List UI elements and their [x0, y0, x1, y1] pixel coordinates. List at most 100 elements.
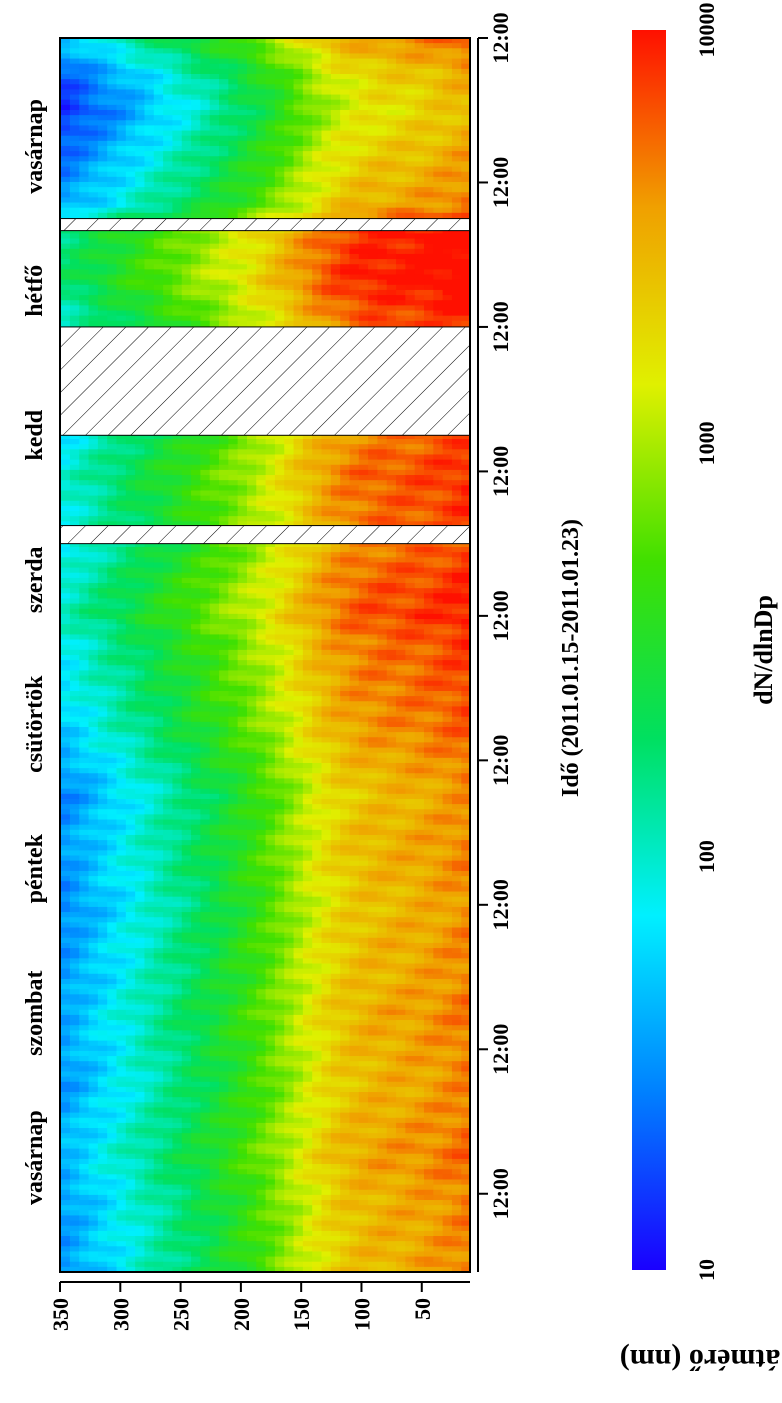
heat-cell — [358, 706, 369, 713]
heat-cell — [162, 145, 173, 152]
heat-cell — [283, 284, 294, 291]
heat-cell — [432, 593, 443, 600]
heat-cell — [386, 696, 397, 702]
heat-cell — [348, 547, 359, 553]
heat-cell — [125, 140, 136, 147]
heat-cell — [199, 511, 210, 517]
heat-cell — [218, 79, 229, 85]
heat-cell — [302, 613, 313, 620]
heat-cell — [292, 541, 303, 548]
heat-cell — [125, 567, 136, 574]
heat-cell — [265, 181, 275, 188]
heat-cell — [218, 732, 229, 738]
heat-cell — [460, 145, 471, 152]
heat-cell — [283, 454, 294, 461]
heat-cell — [292, 84, 303, 91]
heat-cell — [199, 187, 210, 193]
heat-cell — [106, 259, 117, 265]
heat-cell — [283, 505, 294, 512]
heat-cell — [227, 726, 238, 733]
heat-cell — [60, 94, 70, 101]
heat-cell — [255, 145, 266, 152]
heat-cell — [199, 444, 210, 450]
heat-cell — [125, 721, 136, 728]
heat-cell — [283, 726, 294, 733]
heat-cell — [423, 444, 434, 450]
heat-cell — [283, 541, 294, 548]
heat-cell — [311, 629, 322, 636]
heat-cell — [125, 624, 136, 630]
heat-cell — [311, 269, 322, 276]
heat-cell — [451, 619, 462, 625]
heat-cell — [283, 690, 294, 697]
heat-cell — [171, 619, 182, 625]
heat-cell — [153, 58, 164, 65]
heat-cell — [442, 192, 452, 198]
heat-cell — [460, 449, 471, 456]
heat-cell — [395, 696, 406, 702]
heat-cell — [97, 68, 108, 75]
heat-cell — [162, 665, 173, 672]
heat-cell — [237, 505, 247, 512]
heat-cell — [404, 665, 415, 672]
heat-cell — [404, 99, 415, 106]
heat-cell — [348, 706, 359, 713]
heat-cell — [320, 742, 331, 749]
heat-cell — [255, 176, 266, 183]
heat-cell — [320, 464, 331, 471]
heat-cell — [162, 274, 173, 281]
heat-cell — [125, 619, 136, 625]
heat-cell — [414, 63, 425, 70]
heat-cell — [330, 125, 341, 132]
heat-cell — [134, 500, 145, 507]
heat-cell — [386, 187, 397, 193]
heat-cell — [376, 89, 387, 96]
heat-cell — [339, 315, 350, 322]
heat-cell — [367, 300, 378, 306]
heat-cell — [423, 53, 434, 60]
heat-cell — [432, 557, 443, 564]
heat-cell — [330, 665, 341, 672]
heat-cell — [302, 696, 313, 702]
heat-cell — [78, 115, 89, 121]
heat-cell — [274, 675, 285, 682]
heat-cell — [395, 629, 406, 636]
heat-cell — [227, 238, 238, 245]
heat-cell — [87, 639, 98, 646]
heat-cell — [153, 547, 164, 553]
heat-cell — [395, 572, 406, 579]
heat-cell — [274, 629, 285, 636]
heat-cell — [134, 552, 145, 558]
heat-cell — [87, 547, 98, 553]
heat-cell — [414, 269, 425, 276]
heat-cell — [386, 480, 397, 486]
heat-cell — [162, 711, 173, 718]
heat-cell — [423, 619, 434, 625]
heat-cell — [255, 752, 266, 759]
heat-cell — [125, 274, 136, 281]
heat-cell — [404, 73, 415, 80]
heat-cell — [302, 721, 313, 728]
heat-cell — [181, 197, 192, 204]
heat-cell — [348, 490, 359, 497]
heat-cell — [237, 464, 247, 471]
heat-cell — [115, 706, 126, 713]
heat-cell — [255, 300, 266, 306]
heat-cell — [367, 567, 378, 574]
heat-cell — [292, 562, 303, 569]
heat-cell — [209, 557, 220, 564]
heat-cell — [246, 120, 257, 127]
heat-cell — [339, 253, 350, 260]
heat-cell — [265, 279, 275, 286]
heat-cell — [125, 711, 136, 718]
heat-cell — [190, 608, 201, 615]
heat-cell — [358, 613, 369, 620]
heat-cell — [442, 598, 452, 605]
heat-cell — [460, 613, 471, 620]
heat-cell — [358, 89, 369, 96]
heat-cell — [199, 665, 210, 672]
heat-cell — [181, 38, 192, 44]
heat-cell — [386, 135, 397, 142]
heat-cell — [69, 624, 80, 630]
heat-cell — [339, 73, 350, 80]
